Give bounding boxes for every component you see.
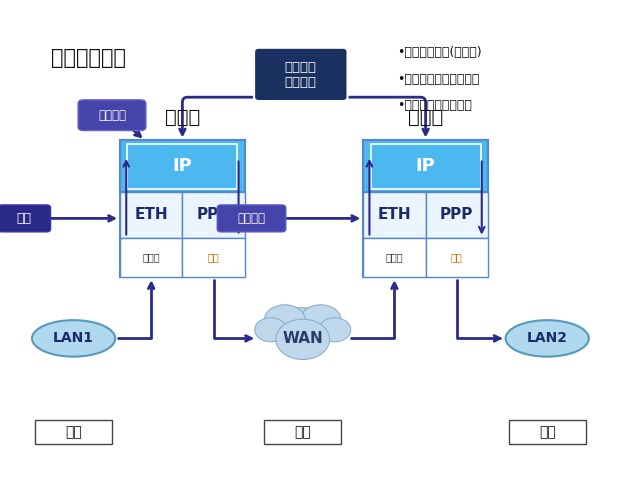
Text: 拆包: 拆包	[17, 212, 32, 225]
Text: 基本工作过程: 基本工作过程	[51, 48, 126, 68]
FancyBboxPatch shape	[120, 192, 182, 238]
FancyBboxPatch shape	[35, 420, 112, 444]
FancyBboxPatch shape	[364, 140, 488, 277]
Text: LAN1: LAN1	[53, 331, 94, 346]
FancyBboxPatch shape	[78, 100, 146, 131]
Text: •采用路由方式进行转发: •采用路由方式进行转发	[397, 72, 479, 86]
Circle shape	[276, 319, 330, 360]
Circle shape	[319, 318, 351, 342]
Text: •工作在第三层(网络层): •工作在第三层(网络层)	[397, 46, 481, 60]
FancyBboxPatch shape	[364, 192, 426, 238]
FancyBboxPatch shape	[426, 192, 488, 238]
Text: ETH: ETH	[378, 207, 412, 222]
FancyBboxPatch shape	[120, 238, 182, 277]
Text: ETH: ETH	[134, 207, 168, 222]
Text: 接收: 接收	[539, 425, 556, 439]
FancyBboxPatch shape	[182, 192, 244, 238]
Text: 路由器: 路由器	[164, 108, 200, 127]
Text: 串口: 串口	[208, 252, 220, 263]
FancyBboxPatch shape	[120, 141, 244, 192]
FancyBboxPatch shape	[364, 141, 488, 192]
Text: 协议封装: 协议封装	[237, 212, 266, 225]
FancyBboxPatch shape	[509, 420, 586, 444]
Text: IP: IP	[173, 157, 192, 175]
Text: 传送: 传送	[294, 425, 311, 439]
Text: 以太口: 以太口	[385, 252, 403, 263]
Ellipse shape	[506, 320, 589, 357]
Text: 串口: 串口	[451, 252, 463, 263]
FancyBboxPatch shape	[364, 238, 426, 277]
Text: WAN: WAN	[282, 331, 323, 346]
Text: IP: IP	[416, 157, 435, 175]
FancyBboxPatch shape	[0, 205, 51, 232]
Text: 发送: 发送	[65, 425, 82, 439]
Text: 路由转发: 路由转发	[98, 108, 126, 122]
FancyBboxPatch shape	[264, 420, 341, 444]
FancyBboxPatch shape	[120, 140, 244, 277]
Circle shape	[255, 318, 287, 342]
Text: PPP: PPP	[197, 207, 230, 222]
FancyBboxPatch shape	[182, 238, 244, 277]
Text: 路由选择: 路由选择	[285, 61, 317, 74]
FancyBboxPatch shape	[426, 238, 488, 277]
Text: 协议转换: 协议转换	[285, 76, 317, 89]
Ellipse shape	[32, 320, 115, 357]
FancyBboxPatch shape	[254, 48, 348, 101]
Circle shape	[300, 305, 341, 336]
Circle shape	[278, 308, 327, 344]
Text: 路由器: 路由器	[408, 108, 444, 127]
Circle shape	[264, 305, 305, 336]
FancyBboxPatch shape	[218, 205, 285, 232]
Text: PPP: PPP	[440, 207, 474, 222]
Text: LAN2: LAN2	[527, 331, 568, 346]
Text: •实现异种网络的互联: •实现异种网络的互联	[397, 99, 472, 112]
Text: 以太口: 以太口	[142, 252, 160, 263]
